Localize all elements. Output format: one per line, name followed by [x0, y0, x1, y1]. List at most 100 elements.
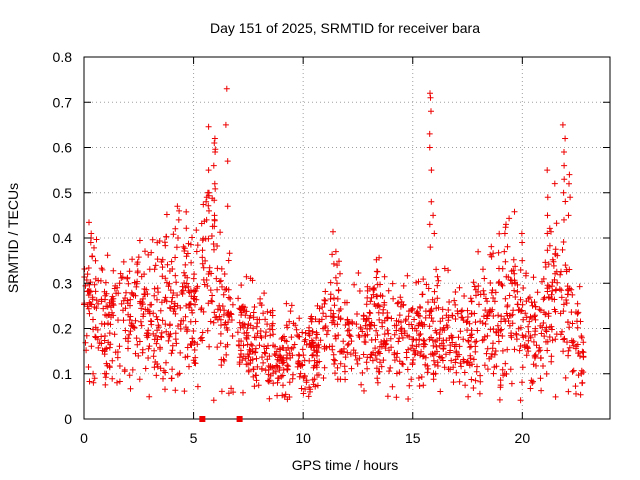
data-point	[142, 365, 149, 372]
data-point	[226, 250, 233, 257]
data-point	[440, 342, 447, 349]
data-point	[510, 267, 517, 274]
data-point	[327, 279, 334, 286]
data-point	[565, 319, 571, 325]
data-point	[218, 388, 225, 395]
data-point	[430, 370, 437, 377]
data-point	[159, 317, 166, 324]
data-point	[95, 344, 102, 351]
data-point	[374, 332, 381, 339]
data-point	[302, 386, 309, 393]
data-point	[334, 376, 341, 383]
data-point	[387, 364, 394, 371]
data-point	[269, 322, 275, 329]
data-point	[322, 297, 329, 304]
data-point	[172, 272, 179, 279]
data-point	[193, 248, 200, 255]
data-point	[313, 335, 320, 341]
data-point	[409, 342, 416, 349]
data-point	[162, 386, 168, 393]
data-point	[293, 326, 300, 333]
data-point	[190, 295, 197, 302]
data-point	[154, 336, 161, 343]
data-point	[467, 295, 474, 302]
spike-point	[211, 180, 218, 187]
spike-point	[334, 262, 341, 269]
data-point	[86, 378, 93, 385]
data-point	[569, 320, 576, 327]
data-point	[404, 332, 411, 339]
data-point	[236, 338, 242, 344]
data-point	[534, 289, 541, 296]
data-point	[566, 285, 573, 292]
data-point	[488, 253, 495, 260]
data-point	[96, 340, 103, 346]
data-point	[433, 329, 440, 336]
data-point	[346, 327, 353, 334]
data-point	[240, 307, 247, 314]
data-point	[366, 325, 373, 332]
data-point	[166, 280, 173, 287]
data-point	[217, 330, 224, 337]
data-point	[417, 331, 424, 337]
data-point	[110, 302, 117, 309]
data-point	[82, 282, 89, 289]
data-point	[168, 350, 175, 357]
data-point	[151, 347, 158, 354]
data-point	[330, 260, 337, 267]
axes	[83, 56, 611, 422]
data-point	[258, 365, 265, 372]
data-point	[502, 360, 509, 367]
data-point	[425, 299, 431, 306]
plot-frame	[83, 56, 611, 420]
data-point	[331, 295, 337, 302]
data-point	[218, 322, 224, 329]
data-point	[117, 270, 124, 277]
data-point	[523, 352, 530, 359]
data-point	[253, 323, 260, 330]
data-point	[517, 308, 524, 315]
data-point	[344, 342, 351, 348]
data-point	[295, 358, 302, 365]
data-point	[373, 356, 380, 363]
data-point	[366, 309, 373, 316]
data-point	[445, 366, 452, 373]
data-point	[386, 368, 393, 375]
data-point	[168, 258, 175, 265]
data-point	[531, 331, 538, 338]
data-point	[367, 310, 374, 317]
data-point	[415, 341, 422, 348]
data-point	[470, 385, 477, 391]
data-point	[385, 330, 392, 337]
data-point	[525, 337, 532, 344]
data-point	[122, 327, 129, 334]
data-point	[504, 346, 511, 353]
data-point	[577, 391, 584, 398]
data-point	[520, 316, 527, 323]
data-point	[450, 379, 457, 386]
data-point	[244, 351, 251, 358]
data-point	[211, 217, 218, 224]
data-point	[347, 351, 354, 358]
data-point	[575, 372, 582, 379]
data-point	[384, 327, 391, 334]
data-point	[140, 311, 147, 317]
data-point	[145, 332, 152, 339]
data-point	[228, 317, 235, 323]
data-point	[184, 344, 191, 351]
spike-point	[176, 207, 183, 214]
data-point	[145, 355, 152, 361]
data-point	[425, 285, 432, 292]
data-point	[92, 334, 99, 341]
data-point	[135, 352, 142, 359]
data-point	[165, 337, 172, 344]
data-point	[376, 343, 383, 350]
data-point	[146, 393, 153, 400]
data-point	[202, 235, 209, 242]
data-point	[344, 316, 351, 323]
y-tick-label: 0.3	[53, 275, 73, 291]
data-point	[520, 285, 527, 291]
data-point	[270, 331, 277, 338]
data-point	[557, 271, 564, 278]
